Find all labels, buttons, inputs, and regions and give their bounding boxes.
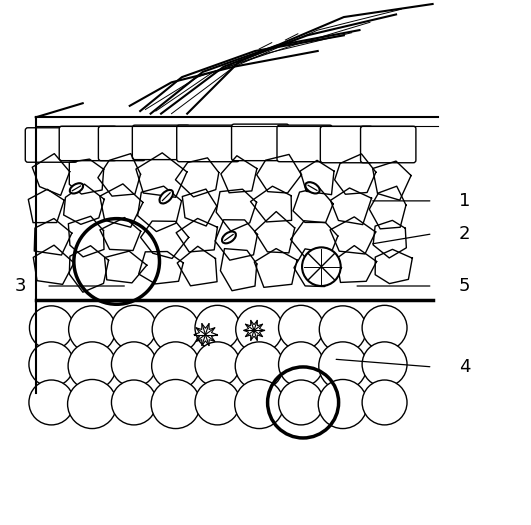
Ellipse shape <box>195 342 240 387</box>
Ellipse shape <box>235 342 283 390</box>
Ellipse shape <box>68 306 116 353</box>
Ellipse shape <box>29 306 73 350</box>
FancyBboxPatch shape <box>177 125 239 162</box>
FancyBboxPatch shape <box>132 125 190 160</box>
Circle shape <box>302 247 341 286</box>
Ellipse shape <box>236 306 282 353</box>
Ellipse shape <box>319 342 367 390</box>
Text: 1: 1 <box>459 192 470 210</box>
Ellipse shape <box>159 190 173 204</box>
FancyBboxPatch shape <box>232 124 289 161</box>
Ellipse shape <box>318 380 367 428</box>
Ellipse shape <box>112 306 156 350</box>
Text: 3: 3 <box>15 277 27 295</box>
Ellipse shape <box>195 306 240 350</box>
FancyBboxPatch shape <box>277 125 332 162</box>
Text: 4: 4 <box>459 358 470 376</box>
Ellipse shape <box>68 342 116 390</box>
Ellipse shape <box>222 232 236 244</box>
Text: 2: 2 <box>459 225 470 243</box>
Ellipse shape <box>29 380 74 425</box>
Ellipse shape <box>112 380 156 425</box>
Ellipse shape <box>362 306 407 350</box>
FancyBboxPatch shape <box>98 126 145 161</box>
Ellipse shape <box>152 342 200 390</box>
FancyBboxPatch shape <box>361 126 416 163</box>
FancyBboxPatch shape <box>320 126 373 163</box>
Ellipse shape <box>319 306 366 353</box>
Ellipse shape <box>67 380 117 428</box>
Ellipse shape <box>151 380 200 428</box>
Ellipse shape <box>235 380 284 428</box>
Ellipse shape <box>195 380 240 425</box>
FancyBboxPatch shape <box>59 126 117 161</box>
Text: 5: 5 <box>459 277 470 295</box>
Ellipse shape <box>29 342 74 387</box>
Ellipse shape <box>279 380 323 425</box>
Ellipse shape <box>305 182 320 194</box>
Ellipse shape <box>362 342 407 387</box>
Ellipse shape <box>70 183 83 194</box>
FancyBboxPatch shape <box>25 128 78 162</box>
Ellipse shape <box>152 306 199 353</box>
Ellipse shape <box>279 342 323 387</box>
Ellipse shape <box>362 380 407 425</box>
Ellipse shape <box>112 342 156 387</box>
Ellipse shape <box>279 306 323 350</box>
